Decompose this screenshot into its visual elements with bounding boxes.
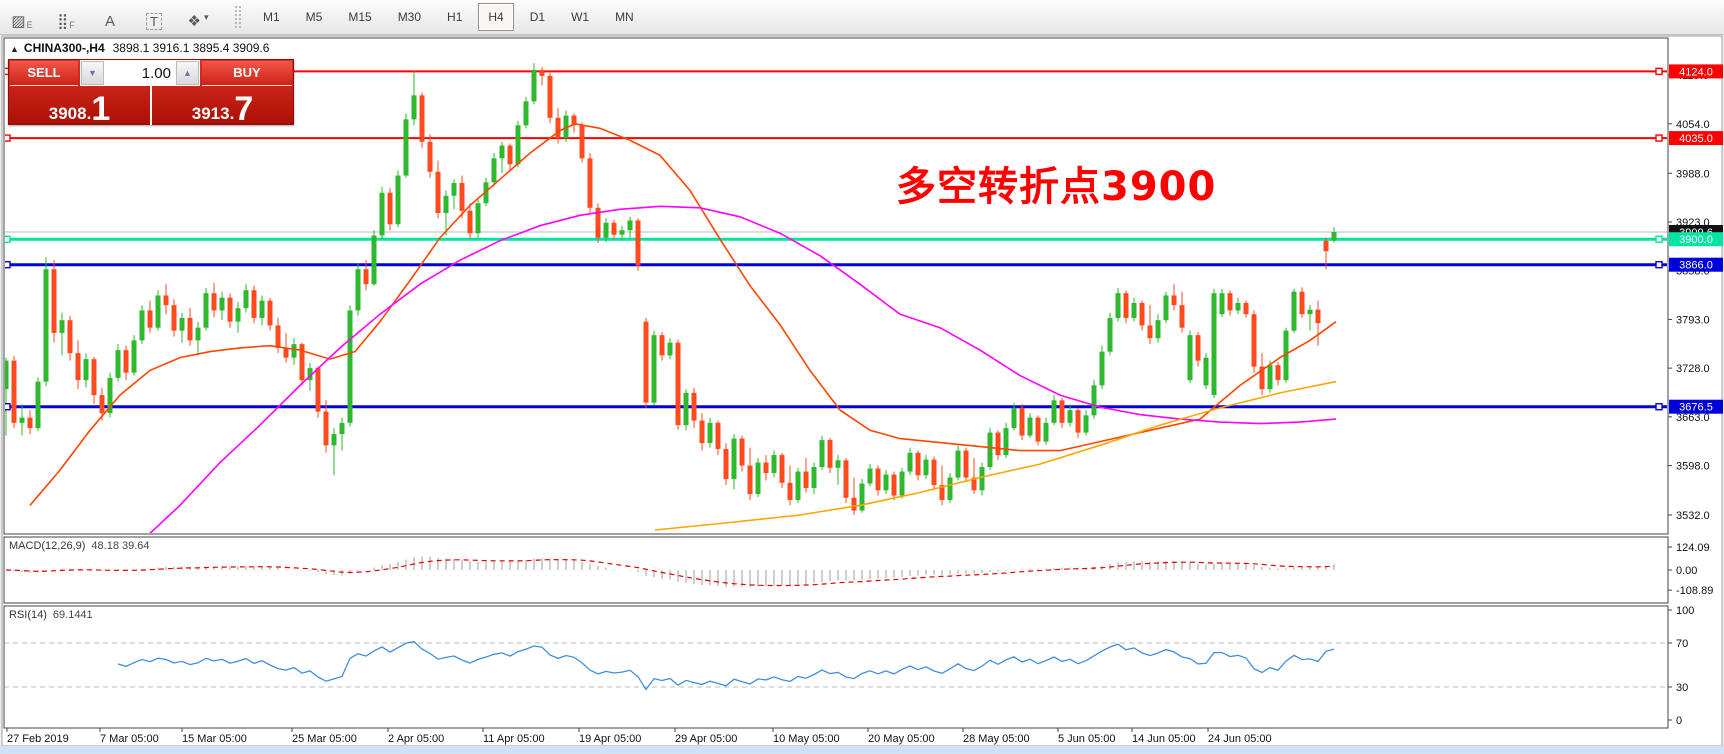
svg-text:28 May 05:00: 28 May 05:00 bbox=[963, 733, 1030, 745]
svg-text:19 Apr 05:00: 19 Apr 05:00 bbox=[579, 733, 641, 745]
svg-text:15 Mar 05:00: 15 Mar 05:00 bbox=[182, 733, 247, 745]
ma-fast-line bbox=[29, 122, 1337, 506]
buy-button[interactable]: BUY bbox=[202, 60, 292, 86]
svg-text:0: 0 bbox=[1676, 715, 1682, 727]
macd-layer bbox=[5, 556, 1335, 588]
volume-input[interactable] bbox=[104, 61, 176, 85]
candles-layer bbox=[5, 63, 1337, 516]
bottom-strip bbox=[0, 746, 1724, 754]
one-click-trade-panel: SELL ▼ ▲ BUY 3908. 1 3913. 7 bbox=[8, 59, 294, 128]
svg-text:3900.0: 3900.0 bbox=[1679, 234, 1713, 246]
ma-trend-line bbox=[654, 380, 1337, 531]
svg-text:14 Jun 05:00: 14 Jun 05:00 bbox=[1132, 733, 1196, 745]
timeframe-button-D1[interactable]: D1 bbox=[529, 10, 546, 24]
sell-price-main: 3908. bbox=[48, 104, 92, 123]
macd-axis: 124.09 0.00 -108.89 bbox=[1668, 542, 1713, 597]
svg-text:0.00: 0.00 bbox=[1676, 565, 1697, 577]
svg-text:24 Jun 05:00: 24 Jun 05:00 bbox=[1208, 733, 1272, 745]
sell-price-pip: 1 bbox=[91, 90, 111, 128]
svg-text:2 Apr 05:00: 2 Apr 05:00 bbox=[388, 733, 444, 745]
svg-text:3598.0: 3598.0 bbox=[1676, 461, 1710, 473]
symbol-label: CHINA300-,H4 bbox=[23, 41, 105, 55]
svg-text:20 May 05:00: 20 May 05:00 bbox=[868, 733, 935, 745]
volume-stepper: ▼ ▲ bbox=[80, 60, 200, 86]
rsi-layer bbox=[4, 640, 1668, 691]
svg-text:11 Apr 05:00: 11 Apr 05:00 bbox=[483, 733, 545, 745]
timeframe-button-MN[interactable]: MN bbox=[615, 10, 634, 24]
buy-price-tile[interactable]: 3913. 7 bbox=[150, 86, 293, 128]
timeframe-button-W1[interactable]: W1 bbox=[571, 10, 590, 24]
price-badge-4124: 4124.0 bbox=[1669, 64, 1723, 79]
time-axis: 27 Feb 2019 7 Mar 05:00 15 Mar 05:00 25 Mar… bbox=[6, 728, 1272, 745]
svg-text:7 Mar 05:00: 7 Mar 05:00 bbox=[100, 733, 159, 745]
buy-price-main: 3913. bbox=[191, 104, 235, 123]
chart-text-annotation: 多空转折点3900 bbox=[896, 164, 1217, 210]
macd-indicator-label: MACD(12,26,9) 48.18 39.64 bbox=[9, 540, 150, 552]
sell-price-tile[interactable]: 3908. 1 bbox=[9, 86, 150, 128]
svg-text:70: 70 bbox=[1676, 638, 1688, 650]
svg-text:5 Jun 05:00: 5 Jun 05:00 bbox=[1058, 733, 1116, 745]
rsi-axis: 100 70 30 0 bbox=[1668, 605, 1694, 727]
svg-text:100: 100 bbox=[1676, 605, 1694, 617]
price-badge-3900: 3900.0 bbox=[1669, 232, 1723, 247]
price-axis: 4119.04054.03988.03923.03858.03793.03728… bbox=[1668, 70, 1710, 522]
svg-text:3728.0: 3728.0 bbox=[1676, 363, 1710, 375]
svg-text:3793.0: 3793.0 bbox=[1676, 314, 1710, 326]
price-badge-3676.5: 3676.5 bbox=[1669, 399, 1723, 414]
toolbar: ▨ E ⣿ F A T ❖ ▾ M1 M5 M15 M30 H1 H4 D1 W1 MN bbox=[0, 0, 1724, 35]
ma-slow-line bbox=[149, 205, 1337, 533]
svg-text:4124.0: 4124.0 bbox=[1679, 66, 1713, 78]
svg-text:3676.5: 3676.5 bbox=[1679, 402, 1713, 414]
volume-increase-icon[interactable]: ▲ bbox=[176, 61, 199, 85]
svg-text:3866.0: 3866.0 bbox=[1679, 260, 1713, 272]
macd-name: MACD(12,26,9) bbox=[9, 540, 86, 552]
rsi-value: 69.1441 bbox=[52, 609, 93, 621]
price-badge-3866: 3866.0 bbox=[1669, 257, 1723, 272]
svg-text:27 Feb 2019: 27 Feb 2019 bbox=[7, 733, 69, 745]
svg-text:29 Apr 05:00: 29 Apr 05:00 bbox=[675, 733, 737, 745]
chart-title: ▲ CHINA300-,H4 3898.1 3916.1 3895.4 3909.6 bbox=[10, 41, 269, 55]
svg-text:3663.0: 3663.0 bbox=[1676, 412, 1710, 424]
rsi-name: RSI(14) bbox=[9, 609, 47, 621]
timeframe-button-M15[interactable]: M15 bbox=[348, 10, 372, 24]
text-box-icon[interactable]: T bbox=[134, 1, 174, 33]
toolbar-grip[interactable] bbox=[234, 5, 242, 29]
svg-text:3988.0: 3988.0 bbox=[1676, 168, 1710, 180]
collapse-icon[interactable]: ▲ bbox=[10, 44, 19, 54]
timeframe-button-M1[interactable]: M1 bbox=[263, 10, 280, 24]
buy-price-pip: 7 bbox=[234, 90, 254, 128]
price-badge-4035: 4035.0 bbox=[1669, 131, 1723, 146]
rsi-indicator-label: RSI(14) 69.1441 bbox=[9, 609, 93, 621]
svg-text:4035.0: 4035.0 bbox=[1679, 133, 1713, 145]
svg-text:3532.0: 3532.0 bbox=[1676, 510, 1710, 522]
ohlc-values: 3898.1 3916.1 3895.4 3909.6 bbox=[112, 41, 270, 55]
svg-text:-108.89: -108.89 bbox=[1676, 585, 1713, 597]
svg-text:30: 30 bbox=[1676, 682, 1688, 694]
main-plot-layer bbox=[5, 63, 1667, 533]
chart-canvas[interactable]: 4119.04054.03988.03923.03858.03793.03728… bbox=[0, 34, 1724, 754]
svg-text:4054.0: 4054.0 bbox=[1676, 119, 1710, 131]
macd-values: 48.18 39.64 bbox=[91, 540, 150, 552]
grid-icon[interactable]: ⣿ F bbox=[57, 13, 75, 30]
palette-icon[interactable]: ❖ ▾ bbox=[187, 11, 209, 31]
svg-text:10 May 05:00: 10 May 05:00 bbox=[773, 733, 840, 745]
text-label-icon[interactable]: A bbox=[104, 13, 115, 30]
sell-button[interactable]: SELL bbox=[10, 60, 78, 86]
svg-text:25 Mar 05:00: 25 Mar 05:00 bbox=[292, 733, 357, 745]
timeframe-button-M30[interactable]: M30 bbox=[397, 10, 422, 24]
volume-decrease-icon[interactable]: ▼ bbox=[81, 61, 104, 85]
timeframe-button-M5[interactable]: M5 bbox=[305, 10, 323, 24]
price-chart-svg: 4119.04054.03988.03923.03858.03793.03728… bbox=[0, 35, 1724, 754]
chart-objects-icon[interactable]: ▨ E bbox=[11, 13, 33, 30]
svg-text:124.09: 124.09 bbox=[1676, 542, 1710, 554]
timeframe-button-H4[interactable]: H4 bbox=[478, 3, 514, 31]
timeframe-button-H1[interactable]: H1 bbox=[447, 10, 463, 24]
